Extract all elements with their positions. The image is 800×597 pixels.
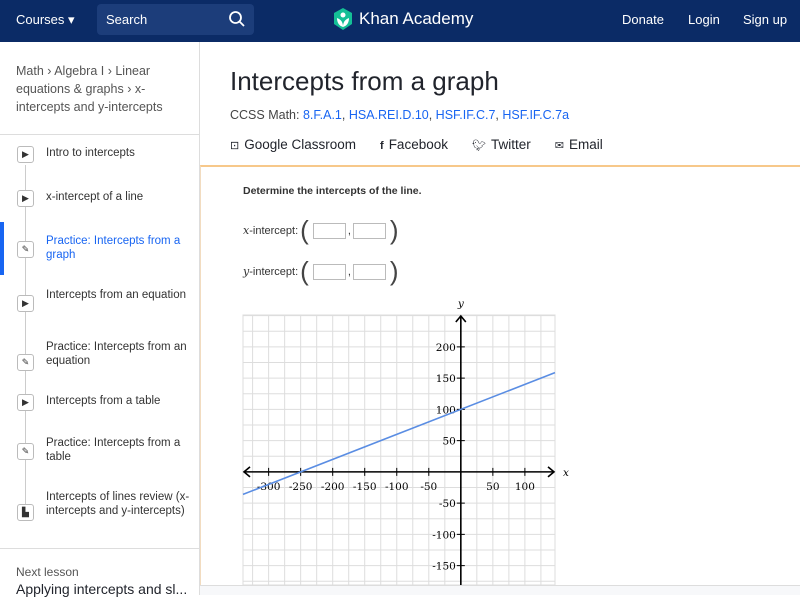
search-input[interactable]: Search — [97, 4, 254, 35]
khan-academy-logo[interactable]: Khan Academy — [333, 8, 473, 30]
next-lesson-title: Applying intercepts and sl... — [16, 581, 188, 597]
twitter-icon: 🐦︎ — [471, 140, 486, 152]
sidebar-item-label: Practice: Intercepts from an equation — [46, 341, 187, 367]
series-line — [242, 371, 556, 496]
y-axis-label: y — [457, 298, 465, 310]
page-title: Intercepts from a graph — [230, 66, 499, 96]
ccss-label: CCSS Math: — [230, 108, 300, 122]
y-tick-label: -150 — [432, 561, 456, 573]
article-icon: ▙ — [17, 504, 34, 521]
play-icon: ▶ — [17, 394, 34, 411]
axis-arrows — [242, 314, 556, 478]
sidebar-item-label: Practice: Intercepts from a table — [46, 437, 181, 463]
google-classroom-button[interactable]: ⊡ Google Classroom — [230, 137, 357, 152]
email-icon: ✉ — [554, 140, 564, 152]
twitter-button[interactable]: 🐦︎ Twitter — [471, 137, 531, 152]
lesson-rail — [25, 165, 26, 510]
y-intercept-y-input[interactable] — [352, 263, 386, 280]
y-tick-label: -100 — [432, 529, 456, 541]
y-intercept-x-input[interactable] — [312, 263, 346, 280]
pencil-icon: ✎ — [17, 443, 34, 460]
email-button[interactable]: ✉ Email — [554, 137, 603, 152]
logo-icon — [334, 8, 352, 30]
x-tick-label: 100 — [515, 481, 535, 493]
sidebar-item-label: Intro to intercepts — [46, 147, 135, 159]
signup-link[interactable]: Sign up — [743, 12, 788, 27]
search-icon — [229, 11, 245, 27]
plot-area — [242, 314, 556, 586]
breadcrumb[interactable]: Math › Algebra I › Linear equations & gr… — [0, 42, 199, 135]
next-lesson-label: Next lesson — [16, 565, 79, 579]
pencil-icon: ✎ — [17, 354, 34, 371]
top-nav: Courses ▾ Search Khan Academy Donate Log… — [0, 0, 800, 42]
y-intercept-label: -intercept: — [249, 265, 299, 278]
y-tick-label: 200 — [436, 342, 456, 354]
x-tick-label: -300 — [257, 481, 281, 493]
y-tick-label: 50 — [442, 436, 455, 448]
sidebar-item-label: Intercepts from an equation — [46, 289, 186, 301]
facebook-icon: f — [380, 140, 384, 152]
x-intercept-x-input[interactable] — [312, 222, 346, 239]
google-classroom-icon: ⊡ — [230, 140, 240, 152]
x-axis-label: x — [563, 467, 569, 479]
sidebar-item-label: Intercepts of lines review (x-intercepts… — [46, 491, 190, 517]
search-placeholder: Search — [106, 12, 148, 27]
pencil-icon: ✎ — [17, 241, 34, 258]
x-intercept-label: -intercept: — [249, 224, 299, 237]
play-icon: ▶ — [17, 295, 34, 312]
y-tick-label: -50 — [439, 498, 456, 510]
sidebar-item-label: x-intercept of a line — [46, 191, 144, 203]
login-link[interactable]: Login — [688, 12, 720, 27]
x-var: x — [243, 224, 250, 237]
ccss-link[interactable]: HSA.REI.D.10 — [348, 108, 429, 122]
x-tick-label: -200 — [321, 481, 345, 493]
donate-link[interactable]: Donate — [622, 12, 664, 27]
ccss-link[interactable]: 8.F.A.1 — [302, 108, 342, 122]
x-intercept-row: x -intercept: (,) — [243, 215, 399, 245]
ccss-standards: CCSS Math: 8.F.A.1, HSA.REI.D.10, HSF.IF… — [230, 108, 570, 122]
next-lesson[interactable]: Next lesson Applying intercepts and sl..… — [0, 548, 199, 597]
play-icon: ▶ — [17, 146, 34, 163]
y-tick-label: 150 — [436, 373, 456, 385]
x-tick-label: -50 — [420, 481, 437, 493]
coordinate-graph: -300 -250 -200 -150 -100 -50 50 10020015010050-… — [242, 298, 569, 592]
x-intercept-y-input[interactable] — [352, 222, 386, 239]
y-intercept-row: y -intercept: (,) — [243, 256, 399, 286]
ccss-link[interactable]: HSF.IF.C.7a — [502, 108, 570, 122]
sidebar-item-label: Intercepts from a table — [46, 395, 161, 407]
ccss-link[interactable]: HSF.IF.C.7 — [435, 108, 496, 122]
share-bar: ⊡ Google Classroom f Facebook 🐦︎ Twitter ✉ E… — [230, 137, 603, 152]
x-tick-label: -150 — [353, 481, 377, 493]
x-tick-label: 50 — [486, 481, 499, 493]
question-prompt: Determine the intercepts of the line. — [243, 185, 422, 197]
x-tick-label: -250 — [289, 481, 313, 493]
sidebar: Math › Algebra I › Linear equations & gr… — [0, 42, 200, 595]
x-tick-label: -100 — [385, 481, 409, 493]
active-indicator — [0, 222, 4, 275]
exercise-panel: Determine the intercepts of the line. x-… — [200, 165, 800, 595]
courses-menu[interactable]: Courses ▾ — [16, 12, 75, 27]
logo-text: Khan Academy — [359, 9, 474, 28]
facebook-button[interactable]: f Facebook — [380, 137, 448, 152]
sidebar-item-label: Practice: Intercepts from a graph — [46, 235, 181, 261]
y-var: y — [243, 265, 250, 278]
exercise-footer — [200, 585, 800, 595]
play-icon: ▶ — [17, 190, 34, 207]
